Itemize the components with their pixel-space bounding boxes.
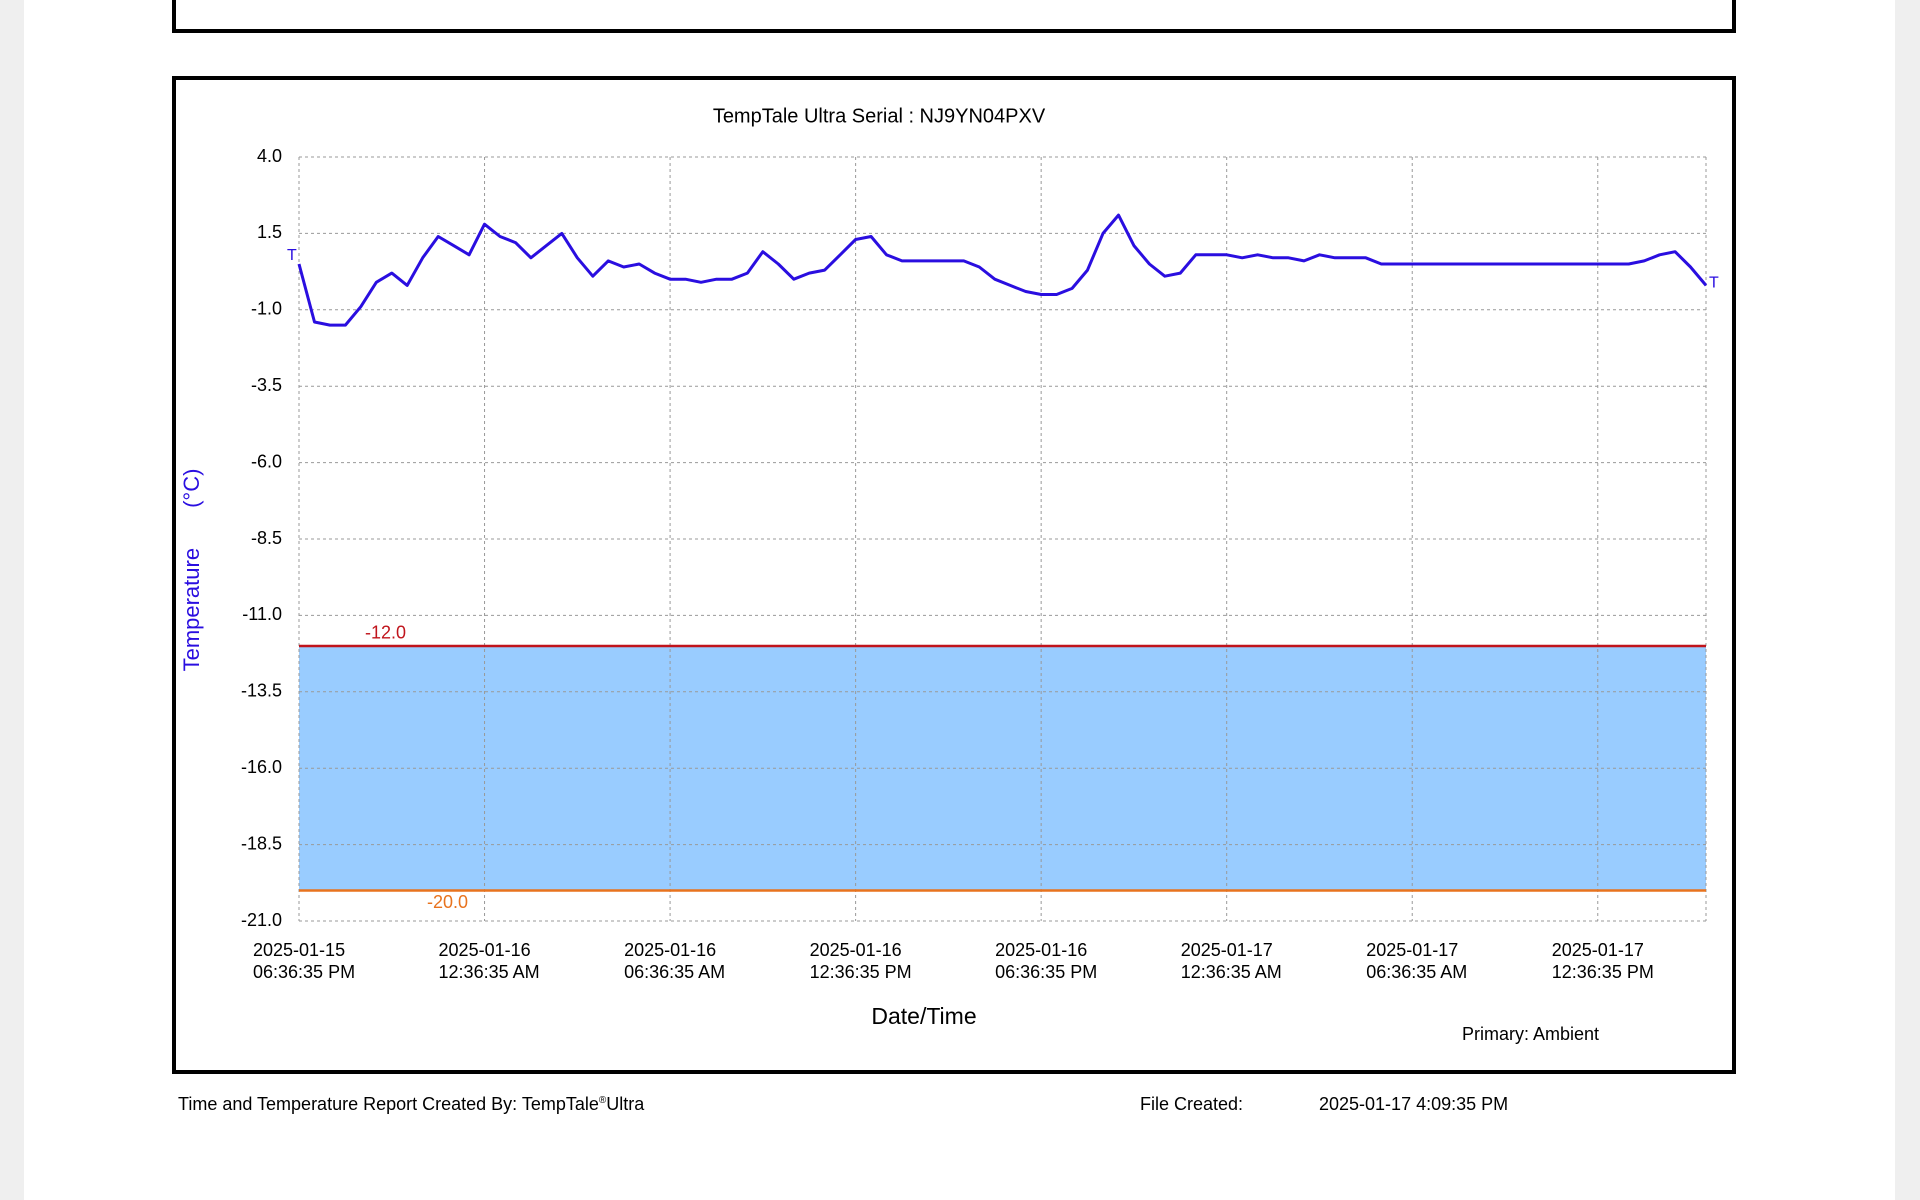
y-tick-label: -1.0 [251,299,282,319]
y-tick-label: -11.0 [242,604,282,624]
x-tick-label: 2025-01-15 06:36:35 PM [253,940,355,982]
y-axis-label-text: Temperature [179,548,204,672]
side-strip [1895,0,1920,1200]
x-tick-label-line: 2025-01-17 [1366,940,1458,960]
chart-box [172,76,1736,1074]
previous-box [172,0,1736,33]
y-tick-label: -16.0 [241,757,282,777]
chart-title: TempTale Ultra Serial : NJ9YN04PXV [713,105,1046,127]
x-tick-label-line: 12:36:35 AM [1181,962,1282,982]
x-tick-label: 2025-01-17 12:36:35 PM [1552,940,1654,982]
x-tick-label-line: 2025-01-16 [439,940,531,960]
x-tick-label-line: 06:36:35 PM [253,962,355,982]
x-tick-label-line: 06:36:35 AM [1366,962,1467,982]
registered-mark: ® [599,1095,607,1106]
x-tick-label-line: 12:36:35 AM [439,962,540,982]
side-strip [0,0,24,1200]
x-tick-label: 2025-01-16 12:36:35 PM [810,940,912,982]
start-marker: T [287,247,297,264]
footer-created-by: Time and Temperature Report Created By: … [178,1094,645,1114]
y-tick-label: -3.5 [251,375,282,395]
x-tick-label: 2025-01-17 12:36:35 AM [1181,940,1282,982]
x-tick-label-line: 12:36:35 PM [1552,962,1654,982]
y-tick-label: -8.5 [251,528,282,548]
x-tick-label-line: 2025-01-17 [1181,940,1273,960]
series-note: Primary: Ambient [1462,1024,1599,1044]
y-tick-label: -18.5 [241,833,282,853]
x-axis-label: Date/Time [871,1003,976,1029]
x-tick-label-line: 2025-01-16 [995,940,1087,960]
x-tick-label: 2025-01-16 12:36:35 AM [439,940,540,982]
x-tick-label-line: 06:36:35 PM [995,962,1097,982]
x-tick-label-line: 12:36:35 PM [810,962,912,982]
threshold-label: -12.0 [365,623,406,643]
y-tick-label: 1.5 [257,222,282,242]
x-tick-label-line: 2025-01-17 [1552,940,1644,960]
end-marker: T [1709,275,1719,292]
y-tick-label: -21.0 [241,910,282,930]
x-tick-label-line: 06:36:35 AM [624,962,725,982]
file-created-label: File Created: [1140,1094,1243,1114]
temperature-line [297,213,1708,327]
x-tick-label-line: 2025-01-16 [624,940,716,960]
product-name: Ultra [606,1094,645,1114]
x-tick-label: 2025-01-16 06:36:35 PM [995,940,1097,982]
y-axis-label: Temperature (°C) [179,469,204,672]
y-tick-label: -6.0 [251,451,282,471]
y-tick-label: -13.5 [241,681,282,701]
x-tick-label: 2025-01-16 06:36:35 AM [624,940,725,982]
y-tick-label: 4.0 [257,146,282,166]
file-created: 2025-01-17 4:09:35 PM [1319,1094,1508,1114]
y-axis-unit: (°C) [179,469,204,508]
x-tick-label-line: 2025-01-16 [810,940,902,960]
threshold-label: -20.0 [427,892,468,912]
x-tick-label: 2025-01-17 06:36:35 AM [1366,940,1467,982]
footer-text: Time and Temperature Report Created By: … [178,1094,599,1114]
x-tick-label-line: 2025-01-15 [253,940,345,960]
